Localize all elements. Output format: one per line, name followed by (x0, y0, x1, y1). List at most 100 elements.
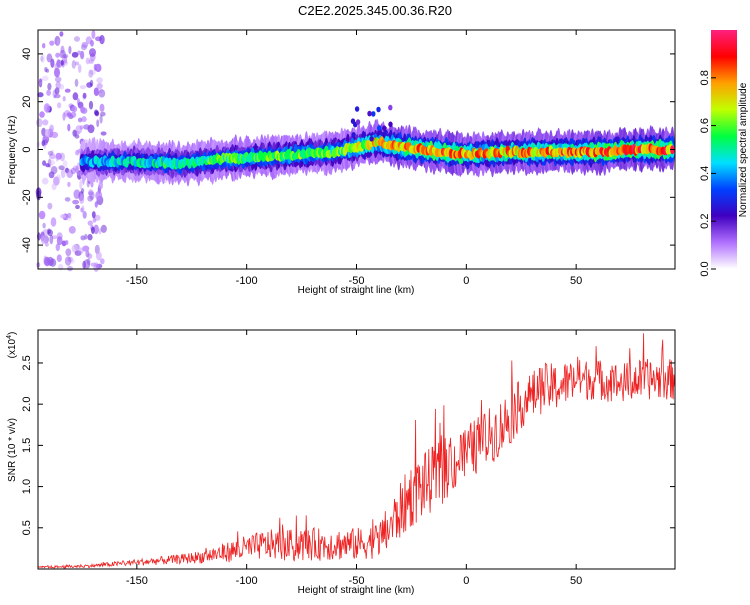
spectrogram-cell (87, 195, 94, 202)
spectrogram-cell (55, 152, 59, 162)
x-tick-label: 50 (570, 575, 582, 587)
spectrogram-cell (49, 40, 55, 46)
spectrogram-cell (81, 116, 87, 123)
spectrogram-cell (96, 83, 103, 89)
x-tick-label: -100 (236, 575, 258, 587)
spectrogram-cell (369, 136, 374, 142)
spectrogram-cell (36, 190, 42, 201)
spectrogram-cell (58, 165, 65, 170)
spectrogram-cell (66, 169, 74, 179)
spectrogram-cell (82, 245, 90, 252)
spectrogram-cell (90, 40, 94, 47)
spectrogram-cell (38, 78, 43, 88)
spectrogram-cell (45, 68, 50, 73)
spectrogram-cell (88, 100, 94, 110)
spectrogram-panel: -150 -100 -50 0 50 -40 -20 0 20 40 Height of str… (7, 29, 676, 296)
spectrogram-cell (84, 233, 88, 240)
spectrogram-cell (47, 229, 53, 237)
x-tick-label: 50 (570, 275, 582, 287)
spectrogram-cell (60, 45, 65, 54)
spectrogram-cell (93, 87, 99, 96)
x-tick-label: 0 (463, 575, 469, 587)
spectrogram-cell (59, 84, 65, 90)
spectrogram-cell (38, 78, 43, 86)
spectrogram-cell (44, 66, 48, 73)
spectrogram-cell (59, 31, 64, 37)
spectrogram-cell (355, 119, 361, 125)
spectrogram-cell (37, 92, 44, 98)
y-tick-label: 20 (21, 96, 33, 108)
spectrogram-cell (60, 59, 64, 66)
spectrogram-cell (96, 251, 102, 261)
spectrogram-cell (55, 243, 60, 252)
colorbar-ticks: 0.0 0.2 0.4 0.6 0.8 (699, 70, 716, 277)
spectrogram-cell (47, 82, 52, 91)
spectrogram-cell (56, 174, 61, 181)
spectrogram-cell (91, 211, 96, 219)
spectrogram-cell (56, 254, 62, 262)
spectrogram-cell (74, 61, 80, 66)
spectrogram-cell (60, 214, 66, 219)
snr-line (37, 333, 675, 570)
spectrogram-cell (64, 256, 72, 266)
spectrogram-cell (82, 92, 87, 99)
spectrogram-cell (99, 114, 103, 124)
spectrogram-cell (49, 124, 54, 133)
spectrogram-cell (88, 191, 94, 196)
spectrogram-cell (71, 105, 78, 113)
spectrogram-cell (42, 43, 46, 49)
spectrogram-cell (388, 121, 393, 128)
spectrogram-cell (67, 212, 72, 219)
spectrogram-cell (67, 181, 71, 187)
spectrogram-cell (80, 235, 86, 241)
colorbar-gradient (711, 30, 737, 269)
spectrogram-cell (44, 256, 51, 267)
spectrogram-cell (67, 123, 71, 132)
spectrogram-cell (100, 131, 107, 136)
spectrogram-cell (75, 165, 79, 174)
spectrogram-cell (75, 149, 80, 156)
spectrogram-cell (36, 118, 43, 127)
spectrogram-cell (43, 103, 51, 113)
spectrogram-cell (56, 38, 60, 46)
spectrogram-cell (78, 117, 83, 123)
spectrogram-cell (62, 96, 66, 102)
spectrogram-cell (73, 189, 81, 199)
spectrogram-cell (39, 78, 43, 83)
colorbar-tick-label: 0.8 (699, 70, 711, 85)
spectrogram-cell (351, 132, 356, 138)
spectrogram-x-axis-label: Height of straight line (km) (298, 285, 415, 296)
spectrogram-cell (98, 228, 102, 235)
spectrogram-cell (377, 125, 382, 131)
spectrogram-cell (74, 250, 82, 256)
figure-title: C2E2.2025.345.00.36.R20 (298, 3, 452, 18)
snr-multiplier: (x104) (6, 332, 18, 359)
spectrogram-cell (68, 226, 76, 234)
spectrogram-cell (51, 131, 59, 139)
spectrogram-cell (81, 41, 89, 48)
spectrogram-cell (80, 106, 86, 114)
spectrogram-cell (94, 110, 100, 117)
spectrogram-y-ticks: -40 -20 0 20 40 (21, 48, 675, 253)
spectrogram-cell (54, 67, 60, 78)
spectrogram-x-ticks: -150 -100 -50 0 50 (126, 30, 582, 287)
spectrogram-cell (47, 158, 52, 168)
spectrogram-cell (62, 160, 68, 168)
spectrogram-cell (383, 129, 388, 136)
snr-y-axis-label: SNR (10 * v/v) (7, 418, 18, 482)
spectrogram-cell (95, 190, 103, 201)
spectrogram-cell (68, 45, 72, 55)
snr-series (37, 333, 675, 570)
spectrogram-cell (77, 64, 82, 73)
spectrogram-cell (50, 217, 57, 227)
spectrogram-cell (41, 140, 46, 146)
spectrogram-cell (87, 220, 94, 226)
spectrogram-cell (42, 160, 47, 166)
spectrogram-cell (50, 58, 55, 68)
spectrogram-cell (99, 103, 105, 112)
spectrogram-cell (70, 167, 76, 175)
spectrogram-cell (41, 127, 46, 137)
spectrogram-cell (64, 240, 69, 245)
snr-y-ticks: 0.5 1.0 1.5 2.0 2.5 (21, 355, 675, 535)
